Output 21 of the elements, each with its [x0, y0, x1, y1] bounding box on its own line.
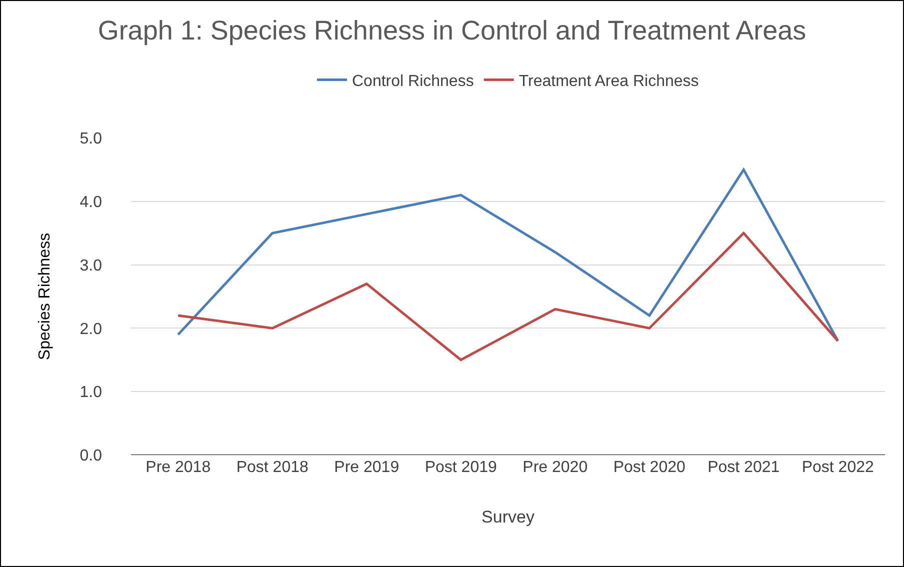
x-tick-label: Post 2018 [236, 459, 309, 476]
y-axis-title: Species Richness [36, 232, 54, 360]
y-tick-label: 0.0 [80, 448, 102, 465]
legend-label: Treatment Area Richness [518, 72, 699, 90]
legend-label: Control Richness [352, 72, 474, 90]
x-tick-label: Pre 2019 [334, 459, 400, 476]
x-tick-label: Post 2019 [424, 459, 498, 476]
line-series [176, 232, 840, 362]
y-tick-label: 4.0 [80, 194, 102, 211]
x-tick-label: Post 2021 [708, 459, 780, 476]
x-tick-label: Pre 2018 [146, 459, 211, 476]
y-tick-label: 3.0 [80, 257, 102, 274]
line-series [176, 168, 840, 342]
y-tick-label: 5.0 [80, 130, 102, 148]
y-tick-label: 1.0 [80, 384, 102, 402]
chart-title: Graph 1: Species Richness in Control and Treatment Areas [98, 16, 806, 46]
x-tick-label: Post 2020 [613, 459, 686, 476]
y-tick-label: 2.0 [80, 320, 102, 338]
x-tick-label: Post 2022 [802, 459, 874, 476]
x-axis-title: Survey [482, 507, 535, 526]
x-tick-label: Pre 2020 [522, 459, 588, 476]
